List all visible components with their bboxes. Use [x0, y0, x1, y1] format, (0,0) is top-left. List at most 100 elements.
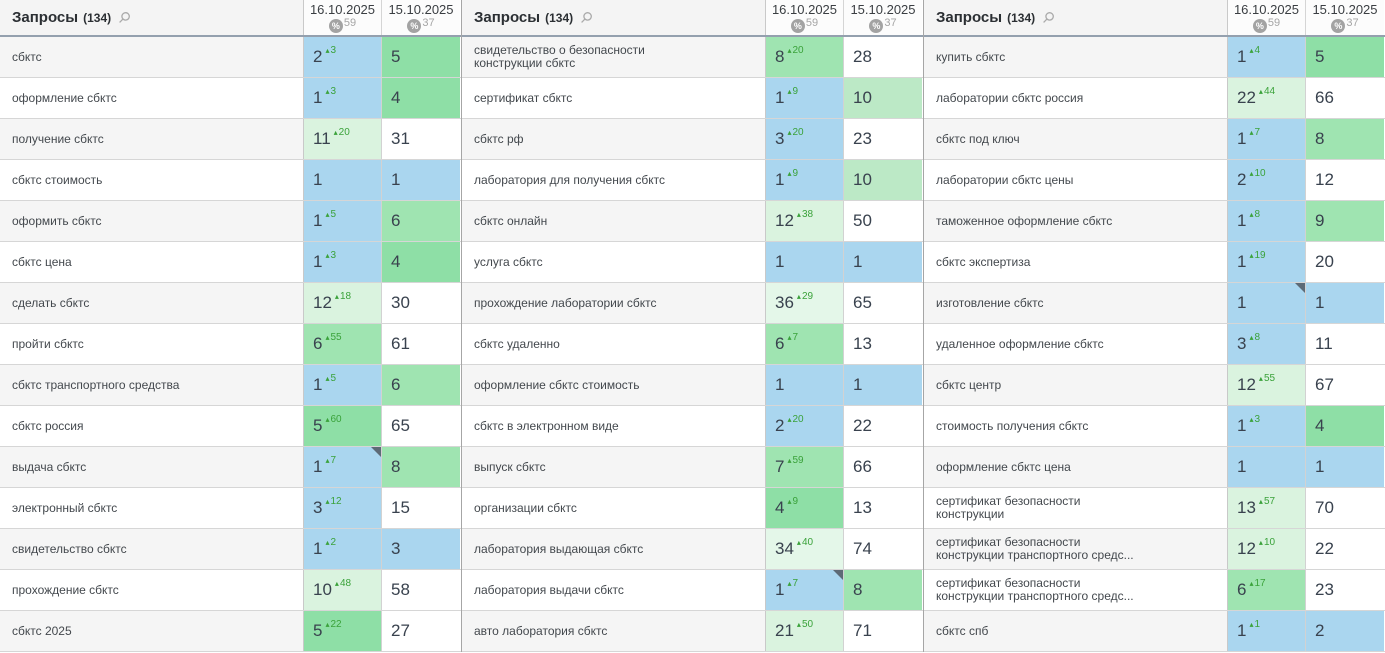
- query-cell[interactable]: сертификат сбктс: [462, 78, 766, 118]
- date-column-header[interactable]: 15.10.2025% 37: [382, 0, 460, 35]
- position-cell[interactable]: 560: [304, 406, 382, 446]
- date-column-header[interactable]: 15.10.2025% 37: [1306, 0, 1384, 35]
- query-cell[interactable]: сбктс под ключ: [924, 119, 1228, 159]
- position-cell[interactable]: 13: [304, 78, 382, 118]
- position-cell[interactable]: 12: [304, 529, 382, 569]
- queries-header-cell[interactable]: Запросы (134): [462, 0, 766, 35]
- position-cell[interactable]: 312: [304, 488, 382, 528]
- position-cell[interactable]: 13: [1228, 406, 1306, 446]
- date-column-header[interactable]: 16.10.2025% 59: [304, 0, 382, 35]
- position-cell[interactable]: 67: [766, 324, 844, 364]
- position-cell[interactable]: 19: [766, 160, 844, 200]
- position-cell[interactable]: 119: [1228, 242, 1306, 282]
- position-cell[interactable]: 13: [304, 242, 382, 282]
- query-cell[interactable]: лаборатория для получения сбктс: [462, 160, 766, 200]
- position-cell[interactable]: 5: [382, 37, 460, 77]
- query-cell[interactable]: услуга сбктс: [462, 242, 766, 282]
- position-cell[interactable]: 655: [304, 324, 382, 364]
- position-cell[interactable]: 1: [304, 160, 382, 200]
- query-cell[interactable]: лаборатория выдачи сбктс: [462, 570, 766, 610]
- position-cell[interactable]: 3629: [766, 283, 844, 323]
- position-cell[interactable]: 522: [304, 611, 382, 651]
- position-cell[interactable]: 1: [1228, 283, 1306, 323]
- position-cell[interactable]: 18: [1228, 201, 1306, 241]
- query-cell[interactable]: сертификат безопасности конструкции тран…: [924, 570, 1228, 610]
- position-cell[interactable]: 19: [766, 78, 844, 118]
- search-icon[interactable]: [117, 11, 131, 25]
- position-cell[interactable]: 66: [1306, 78, 1384, 118]
- position-cell[interactable]: 1: [844, 242, 922, 282]
- position-cell[interactable]: 1: [1306, 283, 1384, 323]
- position-cell[interactable]: 31: [382, 119, 460, 159]
- query-cell[interactable]: оформление сбктс цена: [924, 447, 1228, 487]
- query-cell[interactable]: сбктс 2025: [0, 611, 304, 651]
- position-cell[interactable]: 66: [844, 447, 922, 487]
- position-cell[interactable]: 38: [1228, 324, 1306, 364]
- position-cell[interactable]: 1255: [1228, 365, 1306, 405]
- position-cell[interactable]: 58: [382, 570, 460, 610]
- position-cell[interactable]: 15: [382, 488, 460, 528]
- position-cell[interactable]: 1218: [304, 283, 382, 323]
- search-icon[interactable]: [579, 11, 593, 25]
- query-cell[interactable]: изготовление сбктс: [924, 283, 1228, 323]
- position-cell[interactable]: 15: [304, 365, 382, 405]
- position-cell[interactable]: 17: [766, 570, 844, 610]
- search-icon[interactable]: [1041, 11, 1055, 25]
- position-cell[interactable]: 4: [382, 242, 460, 282]
- query-cell[interactable]: сбктс онлайн: [462, 201, 766, 241]
- position-cell[interactable]: 17: [1228, 119, 1306, 159]
- query-cell[interactable]: сбктс экспертиза: [924, 242, 1228, 282]
- position-cell[interactable]: 1: [766, 365, 844, 405]
- query-cell[interactable]: выпуск сбктс: [462, 447, 766, 487]
- position-cell[interactable]: 1: [844, 365, 922, 405]
- query-cell[interactable]: стоимость получения сбктс: [924, 406, 1228, 446]
- query-cell[interactable]: оформление сбктс: [0, 78, 304, 118]
- position-cell[interactable]: 14: [1228, 37, 1306, 77]
- query-cell[interactable]: купить сбктс: [924, 37, 1228, 77]
- query-cell[interactable]: сделать сбктс: [0, 283, 304, 323]
- query-cell[interactable]: свидетельство о безопасности конструкции…: [462, 37, 766, 77]
- query-cell[interactable]: сбктс в электронном виде: [462, 406, 766, 446]
- query-cell[interactable]: сбктс транспортного средства: [0, 365, 304, 405]
- position-cell[interactable]: 61: [382, 324, 460, 364]
- position-cell[interactable]: 22: [844, 406, 922, 446]
- position-cell[interactable]: 65: [382, 406, 460, 446]
- query-cell[interactable]: авто лаборатория сбктс: [462, 611, 766, 651]
- position-cell[interactable]: 17: [304, 447, 382, 487]
- position-cell[interactable]: 3440: [766, 529, 844, 569]
- position-cell[interactable]: 13: [844, 324, 922, 364]
- position-cell[interactable]: 15: [304, 201, 382, 241]
- query-cell[interactable]: сертификат безопасности конструкции: [924, 488, 1228, 528]
- position-cell[interactable]: 1210: [1228, 529, 1306, 569]
- position-cell[interactable]: 23: [1306, 570, 1384, 610]
- position-cell[interactable]: 28: [844, 37, 922, 77]
- query-cell[interactable]: электронный сбктс: [0, 488, 304, 528]
- query-cell[interactable]: сбктс рф: [462, 119, 766, 159]
- query-cell[interactable]: сбктс центр: [924, 365, 1228, 405]
- position-cell[interactable]: 6: [382, 365, 460, 405]
- position-cell[interactable]: 27: [382, 611, 460, 651]
- position-cell[interactable]: 1238: [766, 201, 844, 241]
- position-cell[interactable]: 8: [844, 570, 922, 610]
- position-cell[interactable]: 1: [382, 160, 460, 200]
- position-cell[interactable]: 1357: [1228, 488, 1306, 528]
- position-cell[interactable]: 1048: [304, 570, 382, 610]
- query-cell[interactable]: прохождение сбктс: [0, 570, 304, 610]
- query-cell[interactable]: таможенное оформление сбктс: [924, 201, 1228, 241]
- position-cell[interactable]: 50: [844, 201, 922, 241]
- position-cell[interactable]: 5: [1306, 37, 1384, 77]
- query-cell[interactable]: удаленное оформление сбктс: [924, 324, 1228, 364]
- query-cell[interactable]: пройти сбктс: [0, 324, 304, 364]
- position-cell[interactable]: 2150: [766, 611, 844, 651]
- position-cell[interactable]: 23: [304, 37, 382, 77]
- position-cell[interactable]: 820: [766, 37, 844, 77]
- query-cell[interactable]: оформление сбктс стоимость: [462, 365, 766, 405]
- query-cell[interactable]: лаборатории сбктс цены: [924, 160, 1228, 200]
- query-cell[interactable]: сертификат безопасности конструкции тран…: [924, 529, 1228, 569]
- query-cell[interactable]: сбктс спб: [924, 611, 1228, 651]
- position-cell[interactable]: 67: [1306, 365, 1384, 405]
- position-cell[interactable]: 74: [844, 529, 922, 569]
- position-cell[interactable]: 49: [766, 488, 844, 528]
- position-cell[interactable]: 20: [1306, 242, 1384, 282]
- query-cell[interactable]: прохождение лаборатории сбктс: [462, 283, 766, 323]
